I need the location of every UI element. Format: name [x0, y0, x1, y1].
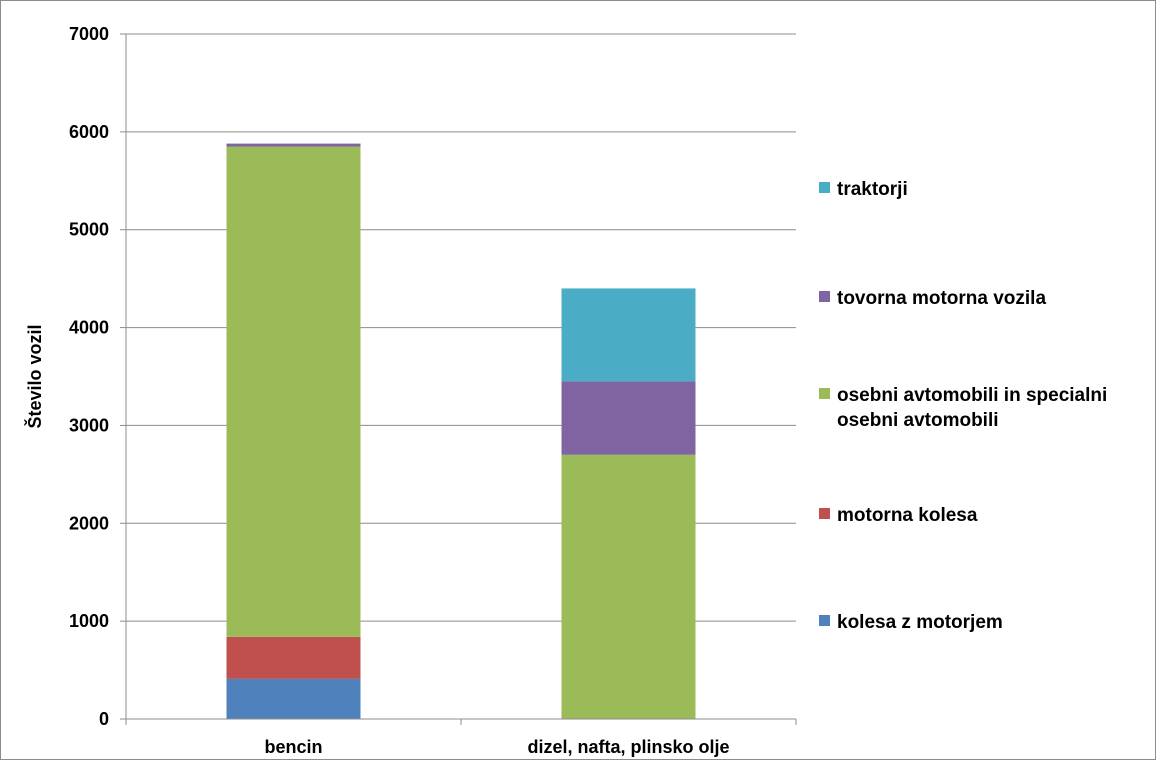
y-tick-label: 2000	[69, 513, 109, 533]
y-tick-label: 3000	[69, 415, 109, 435]
bar-segment	[561, 288, 696, 382]
legend-swatch	[819, 182, 830, 193]
x-tick-label: bencin	[264, 737, 322, 757]
legend-label: osebni avtomobili in specialni	[837, 385, 1107, 406]
legend-label: osebni avtomobili	[837, 410, 999, 431]
bar-segment	[561, 454, 696, 719]
y-tick-label: 6000	[69, 122, 109, 142]
legend: traktorji tovorna motorna vozila osebni av…	[819, 179, 1107, 633]
y-tick-label: 1000	[69, 611, 109, 631]
legend-label: tovorna motorna vozila	[837, 288, 1046, 309]
y-tick-label: 7000	[69, 24, 109, 44]
legend-label: kolesa z motorjem	[837, 612, 1003, 633]
bar-segment	[561, 381, 696, 455]
x-tick-labels: bencin dizel, nafta, plinsko olje	[264, 737, 729, 757]
axes	[120, 33, 797, 725]
bar-segment	[226, 146, 361, 637]
legend-swatch	[819, 291, 830, 302]
legend-label: traktorji	[837, 179, 908, 200]
legend-swatch	[819, 615, 830, 626]
x-tick-label: dizel, nafta, plinsko olje	[527, 737, 729, 757]
bar-segment	[226, 636, 361, 679]
y-tick-label: 4000	[69, 318, 109, 338]
bar-segment	[226, 143, 361, 147]
bar-segment	[226, 678, 361, 719]
y-axis-title: Število vozil	[24, 324, 45, 428]
bars	[226, 143, 696, 719]
y-tick-label: 0	[99, 709, 109, 729]
y-tick-labels: 0 1000 2000 3000 4000 5000 6000 7000	[69, 24, 109, 729]
legend-swatch	[819, 388, 830, 399]
legend-label: motorna kolesa	[837, 505, 978, 526]
legend-swatch	[819, 508, 830, 519]
y-tick-label: 5000	[69, 220, 109, 240]
